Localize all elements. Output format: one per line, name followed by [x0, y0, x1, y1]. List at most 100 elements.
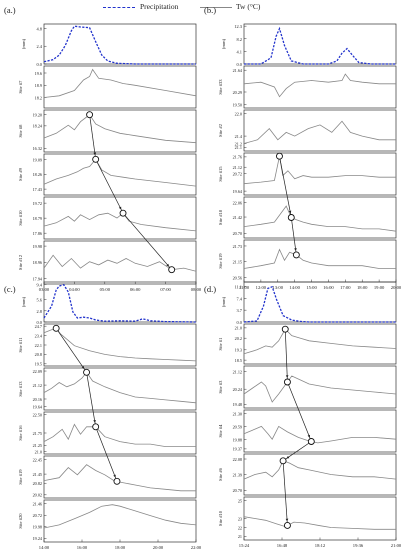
- precip-axes-frame: [43, 23, 197, 65]
- y-tick-label: 21.75: [33, 431, 42, 436]
- site-axes-frame: [243, 65, 397, 109]
- x-tick-label: 21:00: [391, 543, 402, 548]
- site-axes-frame: [243, 323, 397, 365]
- site-axes-frame: [43, 367, 197, 411]
- peak-marker: [279, 457, 287, 465]
- site-ylabel: Site #11: [18, 337, 23, 353]
- tw-series-line: [243, 516, 396, 530]
- y-tick-label: 2.4: [37, 44, 43, 49]
- x-tick-label: 15:00: [306, 285, 317, 290]
- propagation-arrow: [86, 372, 97, 427]
- site-ylabel: Site #7: [18, 80, 23, 94]
- site-ylabel: Site #33: [218, 79, 223, 95]
- y-tick-label: 19.3: [235, 348, 242, 353]
- tw-series-line: [243, 460, 397, 480]
- tw-series-line: [243, 73, 396, 98]
- y-tick-label: 2.8: [37, 309, 43, 314]
- y-tick-label: 20.24: [233, 387, 243, 392]
- y-tick-label: 21.73: [233, 244, 242, 249]
- panel-letter: (d.): [204, 284, 216, 294]
- site-axes-frame: [43, 65, 197, 109]
- peak-marker: [287, 214, 295, 221]
- site-axes-frame: [43, 153, 197, 196]
- y-tick-label: 22.45: [33, 457, 42, 462]
- y-tick-label: 21.45: [33, 472, 42, 477]
- y-tick-label: 18.79: [33, 216, 42, 221]
- y-tick-label: 20.70: [233, 488, 242, 493]
- precip-ylabel: (mm): [221, 296, 226, 307]
- y-tick-label: 19.6: [35, 71, 42, 76]
- arrow-head: [288, 210, 292, 214]
- site-axes-frame: [243, 496, 397, 541]
- y-tick-label: 21.25: [33, 443, 42, 448]
- panel-letter: (b.): [204, 5, 216, 15]
- x-tick-label: 15:24: [239, 543, 250, 548]
- y-tick-label: 25: [238, 498, 242, 503]
- peak-marker: [92, 155, 100, 163]
- y-tick-label: 0.0: [237, 320, 243, 325]
- site-axes-frame: [43, 411, 197, 455]
- y-tick-label: 22.50: [33, 412, 42, 417]
- y-tick-label: 19.64: [233, 189, 243, 194]
- tw-series-line: [43, 423, 196, 447]
- propagation-arrow: [284, 329, 288, 383]
- site-axes-frame: [243, 365, 397, 409]
- x-tick-label: 18:00: [357, 285, 368, 290]
- tw-series-line: [43, 114, 197, 144]
- arrow-head: [307, 434, 311, 438]
- peak-marker: [119, 209, 127, 217]
- y-tick-label: 18.2: [35, 95, 42, 100]
- y-tick-label: 21.1: [235, 145, 242, 150]
- tw-legend-line: [200, 7, 232, 8]
- y-tick-label: 20.2: [235, 336, 242, 341]
- y-tick-label: 19.09: [33, 157, 42, 162]
- propagation-arrow: [89, 114, 97, 160]
- peak-marker: [307, 438, 315, 445]
- site-ylabel: Site #20: [18, 513, 23, 529]
- arrow-head: [118, 206, 122, 210]
- propagation-arrow: [95, 159, 124, 214]
- y-tick-label: 21.30: [233, 411, 242, 416]
- panel-2: (c.) 0.0 2.8 5.6 9.4 (mm) 19.5 20.8 22.1 23.4 24.7…: [4, 281, 202, 550]
- arrow-head: [81, 366, 85, 370]
- x-tick-label: 06:00: [130, 287, 141, 292]
- x-tick-label: 12:00: [256, 285, 267, 290]
- y-tick-label: 19.72: [33, 201, 42, 206]
- precip-legend-line: [103, 7, 135, 8]
- tw-series-line: [43, 504, 197, 529]
- panel-1: (b.) 0.0 4.1 8.2 12.3 (mm) 19.50 20.29 21.64 Site…: [204, 5, 402, 290]
- x-tick-label: 16:00: [323, 285, 334, 290]
- y-tick-label: 22.09: [33, 369, 42, 374]
- peak-marker: [52, 324, 60, 332]
- tw-series-line: [243, 425, 397, 444]
- y-tick-label: 12.3: [234, 24, 242, 29]
- peak-marker: [92, 423, 100, 431]
- y-tick-label: 19.5: [35, 362, 42, 367]
- y-tick-label: 11.1: [234, 284, 242, 289]
- x-tick-label: 20:00: [153, 545, 164, 550]
- site-ylabel: Site #8: [18, 124, 23, 138]
- y-tick-label: 19.20: [33, 112, 42, 117]
- precip-ylabel: (mm): [221, 38, 226, 49]
- site-ylabel: Site #2: [218, 123, 223, 137]
- y-tick-label: 16.32: [33, 146, 42, 151]
- propagation-arrow: [282, 460, 288, 526]
- y-tick-label: 5.6: [37, 298, 43, 303]
- propagation-arrow: [95, 426, 118, 482]
- peak-marker: [281, 325, 289, 333]
- y-tick-label: 21.42: [233, 215, 242, 220]
- y-tick-label: 19.98: [33, 525, 42, 530]
- peak-marker: [276, 152, 283, 160]
- tw-series-line: [43, 212, 197, 232]
- precip-series-line: [243, 285, 396, 323]
- y-tick-label: 20.56: [233, 275, 242, 280]
- y-tick-label: 21.0: [35, 449, 42, 454]
- propagation-arrow: [279, 156, 292, 218]
- x-tick-label: 19:00: [374, 285, 385, 290]
- site-ylabel: Site #10: [218, 510, 223, 526]
- site-ylabel: Site #6: [218, 467, 223, 481]
- precip-axes-frame: [243, 281, 397, 323]
- y-tick-label: 0.0: [237, 62, 243, 67]
- tw-series-line: [43, 68, 197, 98]
